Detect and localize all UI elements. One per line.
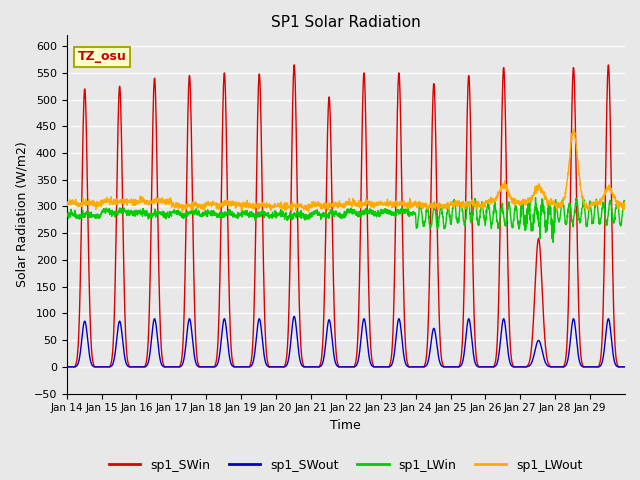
X-axis label: Time: Time	[330, 419, 361, 432]
Text: TZ_osu: TZ_osu	[78, 50, 127, 63]
Title: SP1 Solar Radiation: SP1 Solar Radiation	[271, 15, 420, 30]
Y-axis label: Solar Radiation (W/m2): Solar Radiation (W/m2)	[15, 142, 28, 288]
Legend: sp1_SWin, sp1_SWout, sp1_LWin, sp1_LWout: sp1_SWin, sp1_SWout, sp1_LWin, sp1_LWout	[104, 454, 588, 477]
